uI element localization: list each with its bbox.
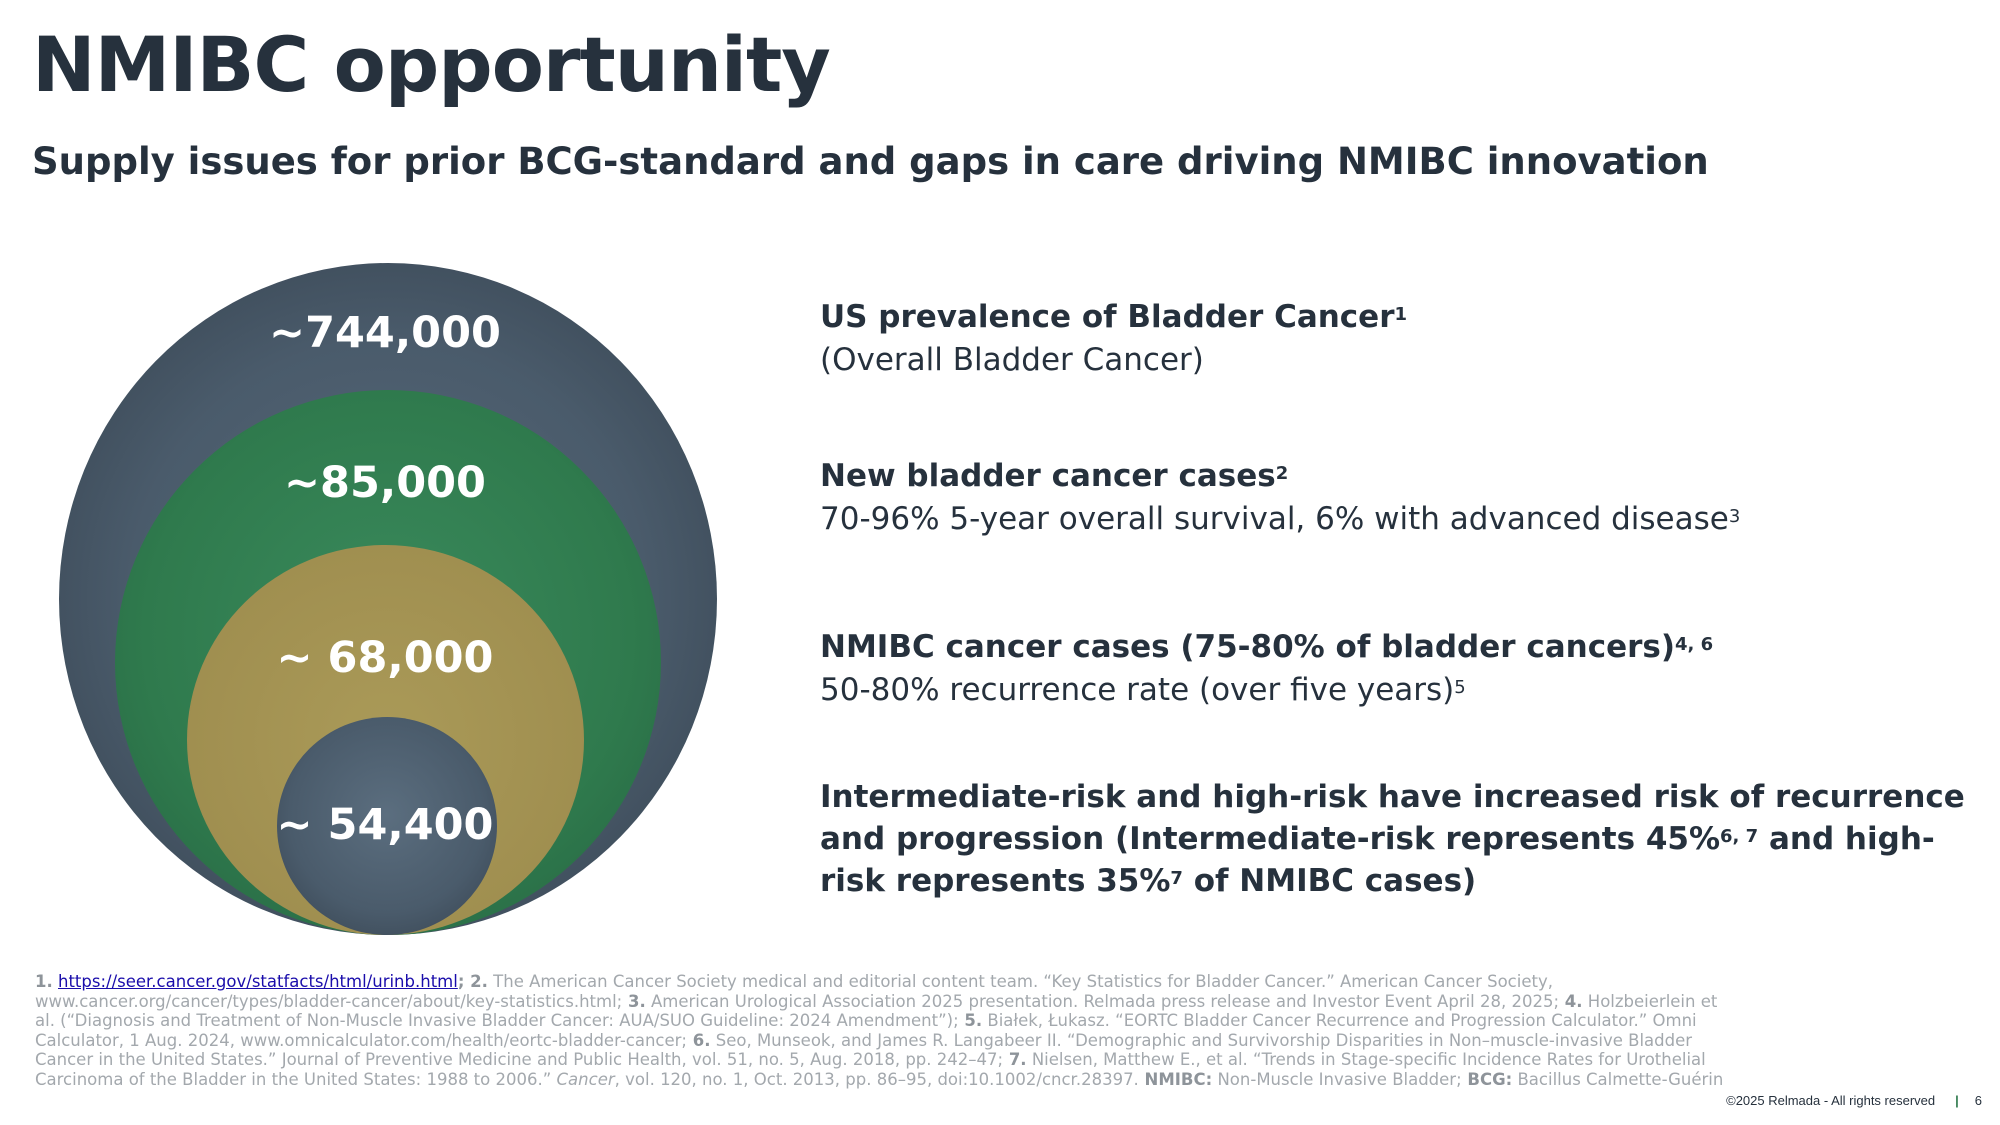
page-title: NMIBC opportunity	[32, 20, 831, 109]
block-text: 70-96% 5-year overall survival, 6% with …	[820, 501, 1741, 537]
circle-value-new-cases: ~85,000	[284, 458, 486, 508]
info-block-risk: Intermediate-risk and high-risk have inc…	[820, 776, 1970, 902]
info-block-prevalence: US prevalence of Bladder Cancer1 (Overal…	[820, 296, 1970, 382]
info-block-new-cases: New bladder cancer cases2 70-96% 5-year …	[820, 455, 1970, 541]
copyright: ©2025 Relmada - All rights reserved	[1726, 1093, 1936, 1108]
block-heading: US prevalence of Bladder Cancer1	[820, 299, 1408, 335]
reference-link-seer[interactable]: https://seer.cancer.gov/statfacts/html/u…	[58, 972, 458, 991]
block-heading: Intermediate-risk and high-risk have inc…	[820, 779, 1965, 899]
page-subtitle: Supply issues for prior BCG-standard and…	[32, 140, 1709, 183]
footer-separator: |	[1955, 1093, 1959, 1108]
circle-value-risk: ~ 54,400	[276, 800, 494, 850]
footer: ©2025 Relmada - All rights reserved | 6	[1726, 1093, 1982, 1108]
block-text: 50-80% recurrence rate (over five years)…	[820, 672, 1466, 708]
circle-value-nmibc: ~ 68,000	[276, 633, 494, 683]
block-heading: NMIBC cancer cases (75-80% of bladder ca…	[820, 629, 1714, 665]
info-block-nmibc: NMIBC cancer cases (75-80% of bladder ca…	[820, 626, 1970, 712]
block-heading: New bladder cancer cases2	[820, 458, 1289, 494]
page-number: 6	[1974, 1093, 1982, 1108]
circle-intermediate-high-risk	[277, 717, 497, 935]
circle-value-prevalence: ~744,000	[269, 308, 501, 358]
block-text: (Overall Bladder Cancer)	[820, 342, 1204, 378]
references: 1. https://seer.cancer.gov/statfacts/htm…	[35, 972, 1724, 1089]
